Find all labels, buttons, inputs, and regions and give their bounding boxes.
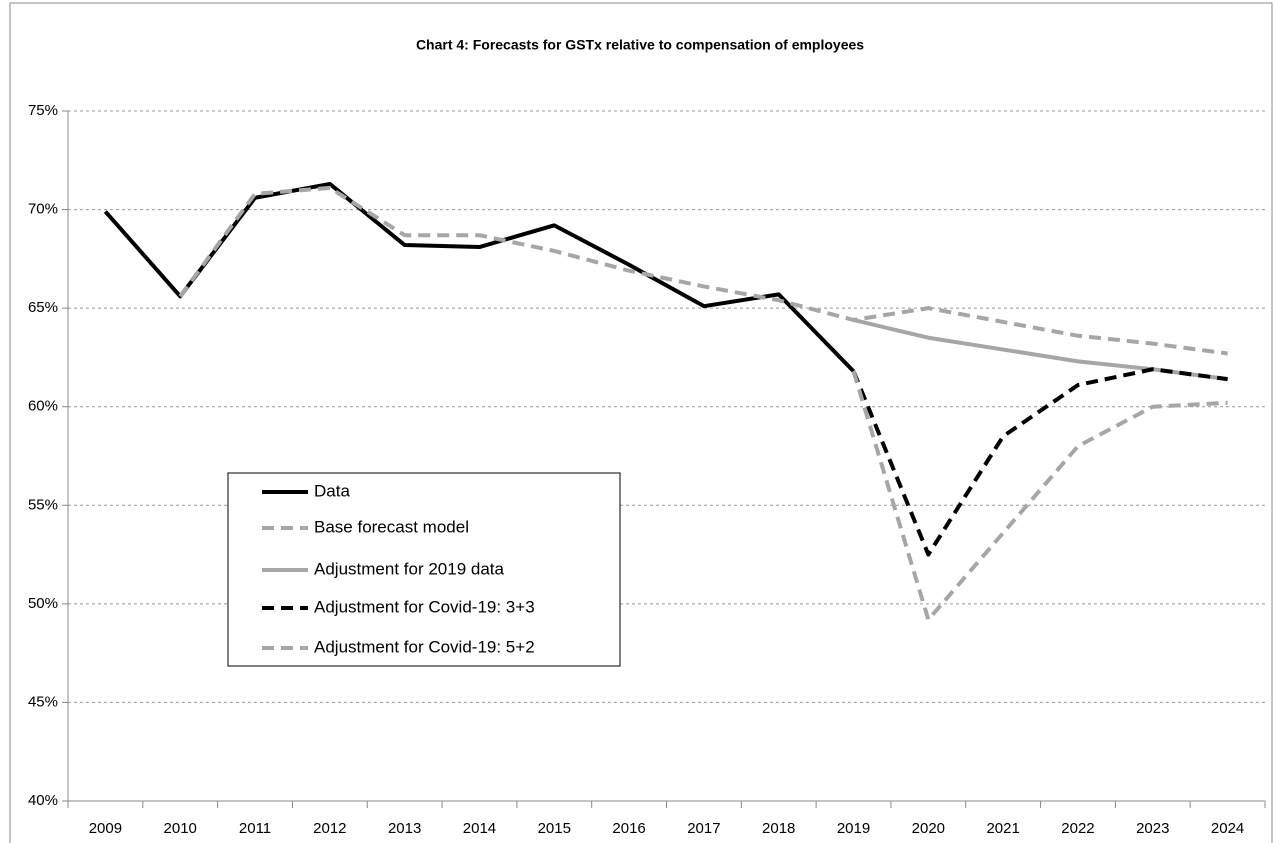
x-tick-label: 2022 <box>1061 820 1094 837</box>
legend-label: Adjustment for Covid-19: 5+2 <box>314 637 535 656</box>
y-tick-label: 40% <box>28 792 58 809</box>
series-line <box>178 185 1228 356</box>
y-tick-label: 50% <box>28 595 58 612</box>
x-tick-label: 2019 <box>837 820 870 837</box>
x-tick-label: 2018 <box>762 820 795 837</box>
x-tick-label: 2020 <box>912 820 945 837</box>
chart-frame <box>9 2 1273 843</box>
legend-label: Base forecast model <box>314 517 469 536</box>
y-tick-label: 55% <box>28 496 58 513</box>
x-tick-label: 2017 <box>687 820 720 837</box>
chart-title: Chart 4: Forecasts for GSTx relative to … <box>416 37 864 53</box>
legend-label: Adjustment for 2019 data <box>314 559 505 578</box>
series-line <box>851 370 1228 622</box>
x-tick-label: 2015 <box>538 820 571 837</box>
y-tick-label: 45% <box>28 693 58 710</box>
x-tick-label: 2013 <box>388 820 421 837</box>
x-tick-label: 2016 <box>612 820 645 837</box>
series-line <box>851 367 1228 557</box>
x-tick-label: 2009 <box>89 820 122 837</box>
x-tick-label: 2023 <box>1136 820 1169 837</box>
x-tick-label: 2011 <box>239 820 271 837</box>
y-tick-label: 75% <box>28 102 58 119</box>
x-tick-label: 2010 <box>164 820 197 837</box>
x-tick-label: 2012 <box>313 820 346 837</box>
y-tick-label: 70% <box>28 201 58 218</box>
y-tick-label: 60% <box>28 398 58 415</box>
x-tick-label: 2024 <box>1211 820 1244 837</box>
legend-label: Data <box>314 481 350 500</box>
x-tick-label: 2021 <box>986 820 1019 837</box>
y-tick-label: 65% <box>28 299 58 316</box>
x-tick-label: 2014 <box>463 820 496 837</box>
legend-label: Adjustment for Covid-19: 3+3 <box>314 597 535 616</box>
